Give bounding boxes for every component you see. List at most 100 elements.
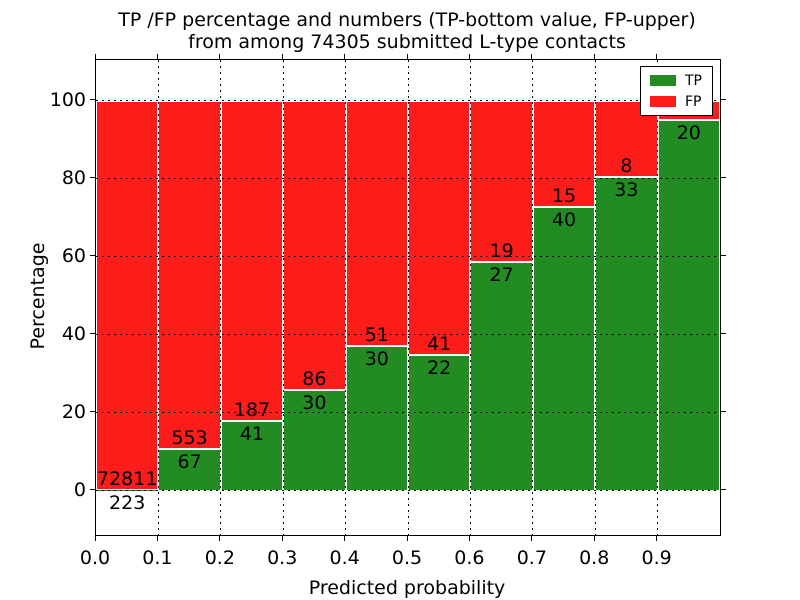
legend-tp-label: TP	[685, 72, 702, 89]
legend-entry-tp: TP	[650, 72, 702, 89]
bar-segment-tp	[657, 119, 720, 491]
x-tick-mark-top	[281, 54, 283, 59]
x-tick-mark-bottom	[94, 536, 96, 541]
bar-segment-fp	[158, 100, 221, 449]
y-tick-mark-left	[90, 255, 95, 257]
tp-count-label: 223	[109, 491, 146, 514]
v-gridline	[407, 60, 409, 535]
fp-count-label: 553	[171, 426, 208, 449]
y-tick-label: 60	[61, 244, 86, 267]
x-tick-mark-top	[468, 54, 470, 59]
tp-count-label: 40	[551, 209, 577, 232]
x-tick-label: 0.5	[391, 547, 423, 569]
y-tick-mark-left	[90, 99, 95, 101]
tp-count-label: 30	[364, 348, 389, 371]
x-tick-label: 0.3	[267, 547, 298, 569]
v-gridline	[469, 60, 471, 535]
plot-area: 72811 223 553 67 187 41 86 30 51 30 41 22 19 27 15 40 8 3…	[95, 59, 721, 536]
y-tick-label: 80	[61, 166, 86, 189]
y-tick-label: 20	[61, 400, 86, 423]
y-tick-mark-right	[721, 489, 726, 491]
x-tick-label: 0.1	[142, 547, 173, 569]
bar-segment-tp	[283, 390, 346, 491]
y-tick-mark-right	[721, 177, 726, 179]
x-tick-mark-bottom	[406, 536, 408, 541]
bar-segment-fp	[220, 100, 284, 421]
fp-count-label: 8	[620, 155, 633, 178]
v-gridline	[220, 60, 222, 535]
x-tick-label: 0.6	[454, 547, 485, 569]
x-tick-mark-top	[344, 54, 346, 59]
bar-segment-fp	[283, 100, 346, 391]
bar-segment-tp	[532, 207, 596, 491]
y-tick-label: 100	[49, 88, 86, 111]
x-tick-label: 0.9	[641, 547, 672, 569]
bar-segment-tp	[595, 177, 658, 491]
legend: TP FP	[640, 66, 713, 116]
fp-count-label: 72811	[96, 467, 158, 490]
y-tick-mark-right	[721, 255, 726, 257]
bar-segment-fp	[532, 100, 596, 208]
x-tick-mark-top	[94, 54, 96, 59]
y-tick-label: 0	[73, 478, 86, 501]
fp-count-label: 187	[233, 398, 271, 421]
x-tick-label: 0.4	[329, 547, 360, 569]
y-tick-mark-right	[721, 333, 726, 335]
bar-segment-fp	[345, 100, 408, 347]
bars-layer	[96, 60, 720, 535]
x-tick-label: 0.8	[579, 547, 610, 569]
x-tick-mark-bottom	[156, 536, 158, 541]
bar-segment-tp	[345, 346, 408, 491]
chart-title-line1: TP /FP percentage and numbers (TP-bottom…	[118, 9, 696, 31]
bar-labels-layer: 72811 223 553 67 187 41 86 30 51 30 41 22 19 27 15 40 8 3…	[96, 60, 720, 535]
v-gridline	[157, 60, 159, 535]
legend-tp-swatch-icon	[650, 75, 676, 86]
bar-segment-tp	[220, 420, 284, 491]
v-gridline	[657, 60, 659, 535]
y-tick-mark-right	[721, 99, 726, 101]
bar-segment-tp	[96, 489, 159, 491]
v-gridline	[345, 60, 347, 535]
fp-count-label: 86	[302, 368, 327, 391]
grid-layer	[96, 60, 720, 535]
y-tick-mark-left	[90, 177, 95, 179]
bar-segment-tp	[408, 354, 471, 491]
x-tick-mark-bottom	[593, 536, 595, 541]
chart-title-line2: from among 74305 submitted L-type contac…	[188, 31, 626, 53]
x-tick-mark-top	[531, 54, 533, 59]
x-tick-mark-bottom	[281, 536, 283, 541]
legend-fp-label: FP	[685, 93, 702, 110]
tp-count-label: 41	[239, 422, 265, 445]
v-gridline	[282, 60, 284, 535]
x-tick-mark-bottom	[219, 536, 221, 541]
y-tick-mark-left	[90, 489, 95, 491]
x-tick-mark-top	[593, 54, 595, 59]
tp-count-label: 22	[427, 356, 452, 379]
x-tick-mark-top	[656, 54, 658, 59]
x-tick-label: 0.0	[79, 547, 111, 569]
legend-fp-swatch-icon	[650, 96, 676, 107]
tp-count-label: 67	[177, 450, 202, 473]
fp-count-label: 41	[427, 332, 452, 355]
bar-segment-tp	[158, 448, 221, 491]
fp-count-label: 19	[489, 240, 514, 262]
x-tick-label: 0.7	[516, 547, 547, 569]
tp-count-label: 30	[302, 392, 327, 415]
y-tick-mark-left	[90, 333, 95, 335]
y-tick-label: 40	[61, 322, 86, 345]
x-tick-mark-bottom	[468, 536, 470, 541]
y-tick-mark-right	[721, 411, 726, 413]
x-tick-mark-top	[156, 54, 158, 59]
x-tick-mark-bottom	[656, 536, 658, 541]
v-gridline	[532, 60, 534, 535]
x-tick-mark-top	[219, 54, 221, 59]
bar-segment-fp	[96, 100, 159, 490]
tp-count-label: 27	[489, 264, 514, 286]
y-tick-mark-left	[90, 411, 95, 413]
tp-count-label: 33	[614, 179, 639, 202]
x-axis-label: Predicted probability	[308, 577, 506, 599]
tp-count-label: 20	[676, 121, 701, 144]
x-tick-mark-bottom	[344, 536, 346, 541]
bar-segment-tp	[470, 262, 533, 491]
